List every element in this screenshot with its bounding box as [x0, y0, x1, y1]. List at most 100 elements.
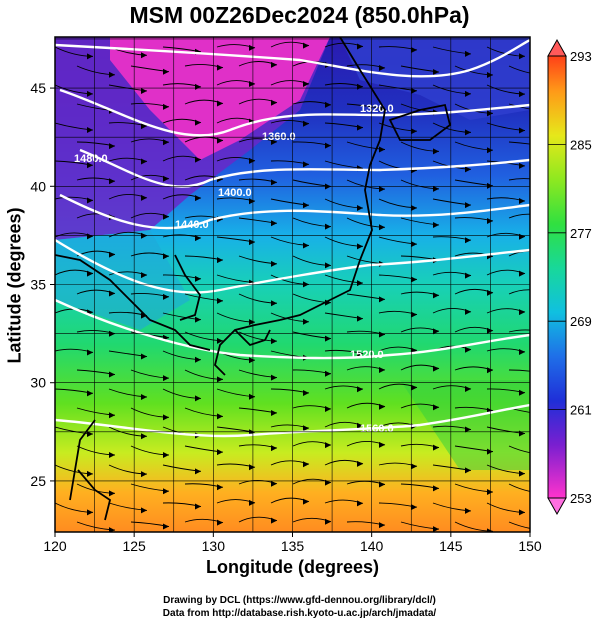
streamline-arrow: [217, 519, 223, 526]
streamline-arrow: [249, 393, 255, 400]
streamline-arrow: [163, 451, 169, 458]
streamline-arrow: [465, 166, 471, 173]
streamline-arrow: [433, 444, 439, 451]
streamline-arrow: [87, 470, 93, 477]
streamline-arrow: [433, 404, 439, 411]
streamline-arrow: [109, 143, 115, 150]
x-tick-label: 120: [43, 538, 67, 554]
contour-label: 1520.0: [350, 349, 384, 361]
streamline-arrow: [141, 194, 147, 201]
streamline-arrow: [519, 53, 525, 60]
streamline-arrow: [109, 490, 115, 497]
streamline-arrow: [271, 409, 277, 416]
streamline-arrow: [357, 460, 363, 467]
streamline-arrow: [465, 308, 471, 315]
streamline-arrow: [271, 338, 277, 345]
colorbar-ticks: 293 285 277 269 261 253: [548, 49, 592, 506]
streamline-arrow: [163, 213, 169, 220]
streamline-arrow: [519, 198, 525, 205]
colorbar-tick-label: 269: [570, 314, 592, 329]
y-tick-label: 40: [30, 178, 46, 194]
streamline-arrow: [433, 292, 439, 299]
streamline-arrow: [519, 91, 525, 98]
streamline-arrow: [541, 72, 547, 78]
streamline-arrow: [411, 311, 417, 318]
contour-label: 1320.0: [360, 103, 394, 115]
streamline-arrow: [141, 123, 147, 130]
streamline-arrow: [303, 498, 309, 505]
streamline-arrow: [217, 337, 223, 344]
streamline-arrow: [411, 384, 417, 391]
streamline-arrow: [541, 527, 547, 533]
height-contour: [55, 403, 530, 438]
streamline-arrow: [271, 517, 277, 524]
streamline-arrow: [249, 81, 255, 88]
streamline-arrow: [325, 142, 331, 149]
contour-label: 1400.0: [218, 187, 252, 199]
height-contour: [59, 88, 530, 137]
streamline-arrow: [541, 412, 547, 418]
streamline-arrow: [411, 241, 417, 248]
streamline-arrow: [141, 433, 147, 440]
streamline-arrow: [541, 290, 547, 296]
streamline-arrow: [357, 500, 363, 507]
streamline-arrow: [303, 318, 309, 325]
streamline-arrow: [87, 233, 93, 240]
wind-streamlines: [55, 41, 547, 533]
streamline: [508, 483, 530, 492]
streamline-arrow: [357, 315, 363, 322]
streamline-arrow: [249, 357, 255, 364]
streamline-arrow: [163, 139, 169, 146]
streamline-arrow: [379, 481, 385, 488]
streamline: [508, 289, 530, 295]
streamline-arrow: [109, 71, 115, 78]
streamline-arrow: [465, 90, 471, 97]
y-tick-label: 30: [30, 375, 46, 391]
streamline-arrow: [487, 367, 493, 374]
streamline-arrow: [195, 503, 201, 510]
streamline: [508, 521, 530, 529]
streamline-arrow: [217, 297, 223, 304]
streamline-arrow: [217, 100, 223, 107]
x-tick-label: 150: [518, 538, 542, 554]
streamline-arrow: [87, 509, 93, 516]
grid-lines: [55, 37, 530, 532]
streamline-arrow: [325, 223, 331, 230]
streamline-arrow: [303, 120, 309, 127]
streamline-arrow: [87, 197, 93, 204]
streamline-arrow: [541, 330, 547, 336]
streamline-arrow: [379, 441, 385, 448]
streamline-arrow: [195, 468, 201, 475]
streamline-arrow: [163, 103, 169, 110]
streamline-arrow: [433, 328, 439, 335]
streamline-arrow: [487, 147, 493, 154]
streamline-arrow: [379, 367, 385, 374]
colorbar-tick-label: 277: [570, 226, 592, 241]
streamline-arrow: [411, 128, 417, 135]
streamline-arrow: [357, 422, 363, 429]
streamline-arrow: [465, 467, 471, 474]
x-tick-label: 130: [202, 538, 226, 554]
streamline-arrow: [217, 137, 223, 144]
streamline-arrow: [141, 52, 147, 59]
streamline-arrow: [195, 195, 201, 202]
streamline-arrow: [163, 375, 169, 382]
streamline-arrow: [487, 327, 493, 334]
streamline-arrow: [217, 449, 223, 456]
colorbar: 293 285 277 269 261 253: [547, 38, 592, 516]
streamline-arrow: [271, 138, 277, 145]
streamline-arrow: [541, 252, 547, 258]
streamline: [508, 369, 530, 372]
map-title: MSM 00Z26Dec2024 (850.0hPa): [129, 2, 470, 28]
streamline-arrow: [433, 221, 439, 228]
streamline-arrow: [465, 507, 471, 514]
streamline-arrow: [109, 527, 115, 532]
streamline-arrow: [357, 124, 363, 131]
streamline-arrow: [325, 262, 331, 269]
streamline-arrow: [379, 331, 385, 338]
streamline-arrow: [163, 175, 169, 182]
streamline-arrow: [487, 110, 493, 117]
streamline-arrow: [379, 224, 385, 231]
streamline-arrow: [249, 464, 255, 471]
